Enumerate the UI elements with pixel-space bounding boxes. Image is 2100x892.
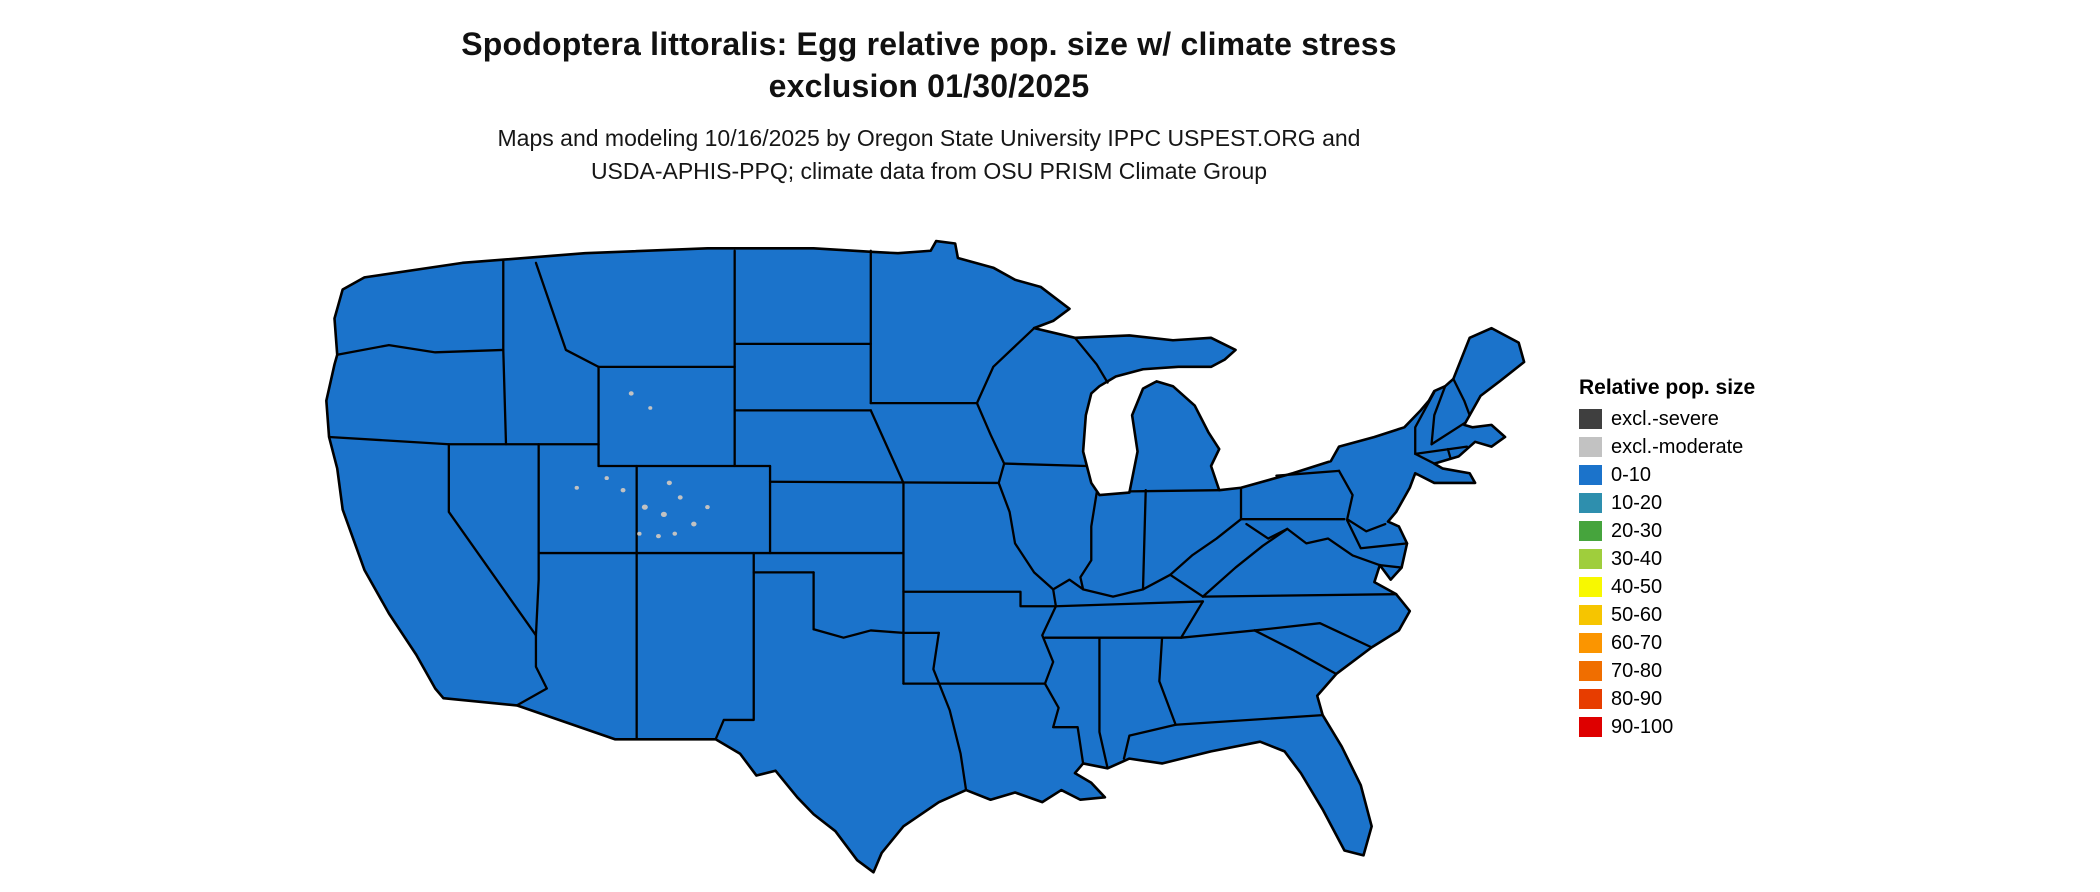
legend-label: 10-20 <box>1611 492 1663 514</box>
legend-item: 70-80 <box>1579 661 1899 681</box>
page-title: Spodoptera littoralis: Egg relative pop.… <box>0 23 1858 107</box>
legend-swatch <box>1579 661 1602 681</box>
legend-item: 80-90 <box>1579 689 1899 709</box>
legend-item: 30-40 <box>1579 549 1899 569</box>
legend-item: 90-100 <box>1579 717 1899 737</box>
legend-swatch <box>1579 549 1602 569</box>
legend-swatch <box>1579 689 1602 709</box>
legend-swatch <box>1579 493 1602 513</box>
legend-item: excl.-moderate <box>1579 437 1899 457</box>
legend-label: 20-30 <box>1611 520 1663 542</box>
legend-swatch <box>1579 437 1602 457</box>
legend-label: 60-70 <box>1611 632 1663 654</box>
us-map-svg <box>310 229 1535 888</box>
legend-label: 30-40 <box>1611 548 1663 570</box>
excl-moderate-specks <box>574 391 710 539</box>
legend-item: 20-30 <box>1579 521 1899 541</box>
legend-title: Relative pop. size <box>1579 376 1756 399</box>
subtitle-line1: Maps and modeling 10/16/2025 by Oregon S… <box>497 125 1361 151</box>
legend-label: excl.-severe <box>1611 408 1719 430</box>
legend-swatch <box>1579 633 1602 653</box>
legend-item: excl.-severe <box>1579 409 1899 429</box>
us-outline <box>326 241 1524 872</box>
legend-swatch <box>1579 409 1602 429</box>
subtitle-line2: USDA-APHIS-PPQ; climate data from OSU PR… <box>590 158 1268 184</box>
legend-label: 80-90 <box>1611 688 1663 710</box>
legend-label: 50-60 <box>1611 604 1663 626</box>
state-borders <box>329 251 1470 790</box>
legend: Relative pop. size excl.-severe excl.-mo… <box>1579 376 1899 737</box>
us-map <box>310 229 1535 888</box>
legend-swatch <box>1579 465 1602 485</box>
legend-item: 60-70 <box>1579 633 1899 653</box>
legend-item: 10-20 <box>1579 493 1899 513</box>
title-line1: Spodoptera littoralis: Egg relative pop.… <box>461 26 1397 62</box>
legend-label: 70-80 <box>1611 660 1663 682</box>
legend-item: 40-50 <box>1579 577 1899 597</box>
legend-label: 40-50 <box>1611 576 1663 598</box>
legend-swatch <box>1579 717 1602 737</box>
legend-swatch <box>1579 605 1602 625</box>
page-subtitle: Maps and modeling 10/16/2025 by Oregon S… <box>0 122 1858 188</box>
legend-rows: excl.-severe excl.-moderate 0-10 10-20 2… <box>1579 409 1899 737</box>
title-line2: exclusion 01/30/2025 <box>768 68 1090 104</box>
legend-swatch <box>1579 521 1602 541</box>
legend-label: 90-100 <box>1611 716 1674 738</box>
legend-swatch <box>1579 577 1602 597</box>
legend-item: 0-10 <box>1579 465 1899 485</box>
legend-label: 0-10 <box>1611 464 1652 486</box>
legend-label: excl.-moderate <box>1611 436 1744 458</box>
legend-item: 50-60 <box>1579 605 1899 625</box>
